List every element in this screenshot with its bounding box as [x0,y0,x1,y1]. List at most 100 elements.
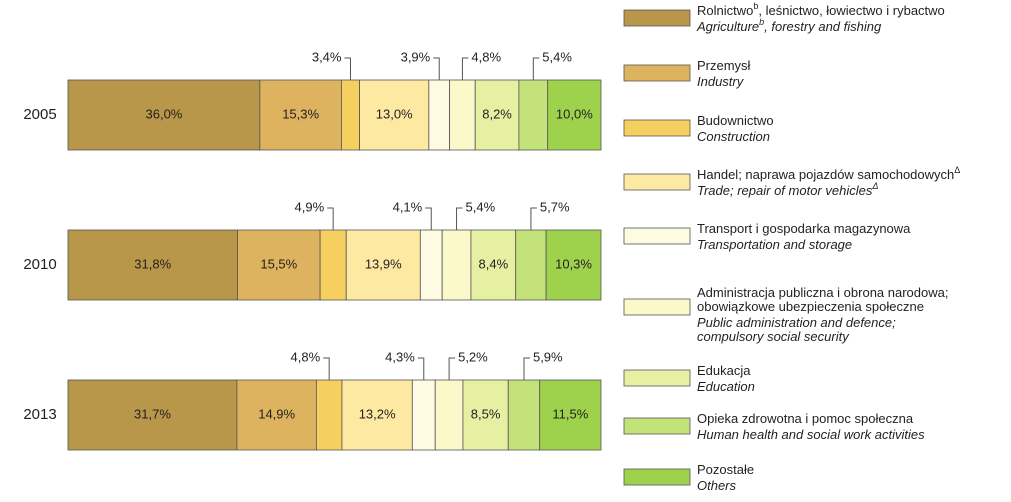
legend-label: Transportation and storage [697,237,852,252]
legend-label: Edukacja [697,363,751,378]
bar-segment [67,79,261,151]
data-label: 15,3% [282,106,319,121]
y-tick-label: 2013 [23,406,56,423]
legend-swatch [623,227,691,245]
data-label: 5,4% [466,199,496,214]
data-label: 4,9% [295,199,325,214]
callout-line [417,357,425,380]
legend-superscript: Δ [954,165,960,175]
legend-label: obowiązkowe ubezpieczenia społeczne [697,299,924,314]
legend-swatch [623,468,691,486]
legend-swatch [623,173,691,191]
legend-swatch [623,119,691,137]
bar-segment [462,379,509,451]
legend-label: Trade; repair of motor vehiclesΔ [697,181,878,198]
bar-segment [518,79,549,151]
callout-line [532,57,540,80]
data-label: 31,7% [134,406,171,421]
data-label: 5,7% [540,199,570,214]
legend-label: Public administration and defence; [697,315,896,330]
legend-text: Przemysł [697,58,751,73]
data-label: 8,5% [471,406,501,421]
legend-label: Transport i gospodarka magazynowa [697,221,911,236]
data-label: 13,9% [365,256,402,271]
callout-line [448,357,456,380]
bar-segment [345,229,421,301]
legend-text: Public administration and defence; [697,315,896,330]
data-label: 4,8% [291,349,321,364]
legend-label: Education [697,379,755,394]
callout-line [433,57,440,80]
legend-superscript: b [759,17,764,27]
callout-line [530,207,537,230]
legend-text: Education [697,379,755,394]
y-tick-label: 2005 [23,106,56,123]
legend-text: Budownictwo [697,113,774,128]
callout-line [344,57,351,80]
bar-segment [515,229,547,301]
bar-segment [259,79,342,151]
bar-segment [341,379,413,451]
data-label: 8,2% [482,106,512,121]
bar-segment [319,229,347,301]
bar-segment [341,79,360,151]
legend-text: Rolnictwo [697,3,753,18]
data-label: 5,9% [533,349,563,364]
data-label: 10,3% [555,256,592,271]
legend-superscript: b [753,1,758,11]
legend-text: Transport i gospodarka magazynowa [697,221,911,236]
legend-text: , forestry and fishing [764,19,882,34]
bar-segment [419,229,443,301]
bar-segment [67,229,238,301]
legend-label: Opieka zdrowotna i pomoc społeczna [697,411,914,426]
legend-text: Human health and social work activities [697,427,925,442]
callout-line [456,207,463,230]
legend-label: Agricultureb, forestry and fishing [696,17,882,34]
bar-segment [547,79,602,151]
legend-text: Trade; repair of motor vehicles [697,183,873,198]
data-label: 13,2% [359,406,396,421]
legend-text: Edukacja [697,363,751,378]
data-label: 3,4% [312,49,342,64]
data-label: 5,2% [458,349,488,364]
legend-text: Others [697,478,737,493]
legend-swatch [623,64,691,82]
bar-segment [545,229,602,301]
legend-swatch [623,417,691,435]
legend-text: Opieka zdrowotna i pomoc społeczna [697,411,914,426]
bar-segment [539,379,602,451]
data-label: 3,9% [401,49,431,64]
legend-superscript: Δ [871,181,878,191]
y-tick-label: 2010 [23,256,56,273]
data-label: 10,0% [556,106,593,121]
bar-segment [411,379,436,451]
callout-line [323,357,330,380]
data-label: 36,0% [146,106,183,121]
legend-label: Administracja publiczna i obrona narodow… [697,285,948,300]
data-label: 13,0% [376,106,413,121]
legend-label: Rolnictwob, leśnictwo, łowiectwo i rybac… [697,1,945,18]
callout-line [461,57,469,80]
legend-text: obowiązkowe ubezpieczenia społeczne [697,299,924,314]
legend-text: compulsory social security [697,329,850,344]
bar-segment [434,379,464,451]
bar-segment [449,79,476,151]
legend-text: Handel; naprawa pojazdów samochodowych [697,167,954,182]
data-label: 4,1% [393,199,423,214]
bar-segment [359,79,430,151]
legend-text: Pozostałe [697,462,754,477]
legend-label: Pozostałe [697,462,754,477]
bar-segment [474,79,520,151]
bar-segment [470,229,517,301]
legend-label: Human health and social work activities [697,427,925,442]
legend-label: Przemysł [697,58,751,73]
legend-label: Handel; naprawa pojazdów samochodowychΔ [697,165,960,182]
data-label: 4,3% [385,349,415,364]
legend-swatch [623,369,691,387]
legend-text: , leśnictwo, łowiectwo i rybactwo [758,3,944,18]
bar-segment [315,379,343,451]
bar-segment [428,79,451,151]
data-label: 15,5% [260,256,297,271]
legend-text: Agriculture [696,19,759,34]
